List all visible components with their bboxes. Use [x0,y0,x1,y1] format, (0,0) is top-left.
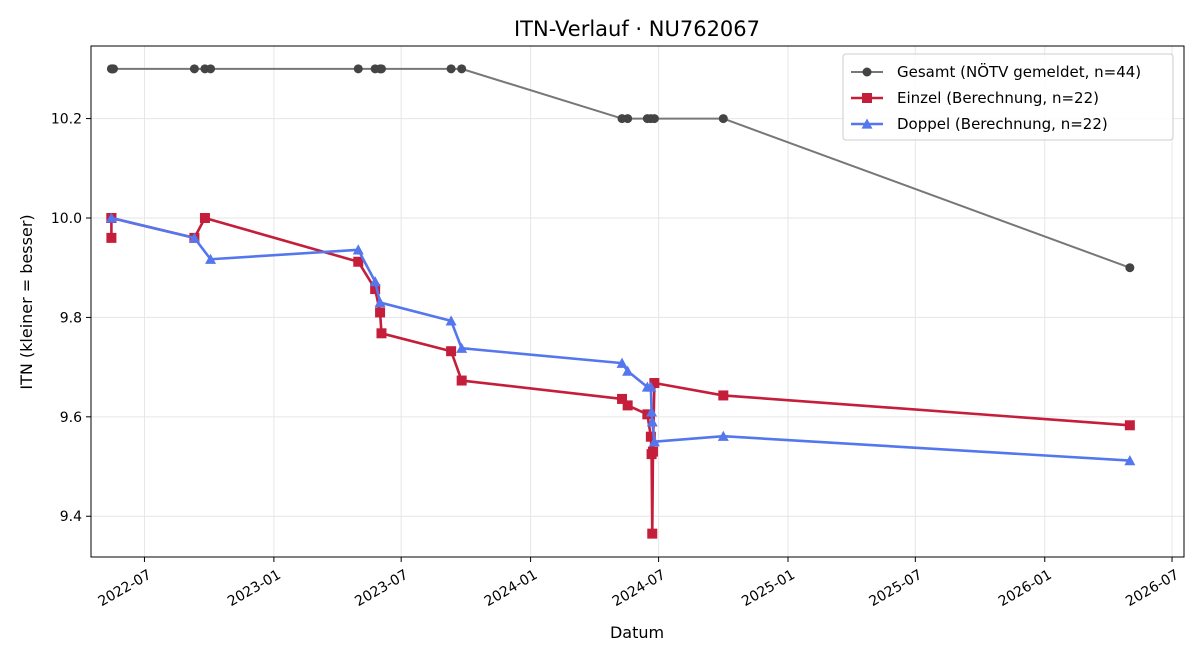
plot-frame [90,45,1185,558]
legend-swatch-marker [862,67,872,77]
data-point-doppel [646,416,658,427]
data-point-einzel [376,328,387,339]
data-point-doppel [188,232,200,243]
legend-label: Gesamt (NÖTV gemeldet, n=44) [897,62,1141,81]
data-point-einzel [370,284,381,295]
data-point-doppel [717,430,729,441]
legend-entry-einzel: Einzel (Berechnung, n=22) [851,89,1099,107]
data-point-gesamt [649,114,659,124]
data-point-gesamt [206,64,216,74]
data-point-gesamt [189,64,199,74]
y-tick-label: 9.4 [60,509,82,525]
chart-title: ITN-Verlauf · NU762067 [514,17,760,41]
data-point-doppel [445,315,457,326]
y-tick-label: 10.0 [51,211,82,227]
data-point-einzel [106,232,117,243]
data-point-gesamt [1125,263,1135,273]
data-point-doppel [374,296,386,308]
data-point-einzel [446,346,457,357]
legend-entry-gesamt: Gesamt (NÖTV gemeldet, n=44) [851,62,1141,81]
data-point-doppel [1124,455,1136,466]
data-point-gesamt [376,64,386,74]
data-point-einzel [1124,420,1135,431]
data-point-einzel [718,390,729,401]
legend: Gesamt (NÖTV gemeldet, n=44) Einzel (Bere… [842,53,1174,141]
series-doppel [105,212,1136,466]
data-point-gesamt [446,64,456,74]
data-point-einzel [649,378,660,389]
legend-swatch-marker [862,93,872,103]
legend-label: Doppel (Berechnung, n=22) [897,115,1108,133]
data-point-gesamt [718,114,728,124]
data-point-einzel [375,307,386,318]
legend-entry-doppel: Doppel (Berechnung, n=22) [851,115,1108,133]
data-point-einzel [645,431,656,442]
data-point-einzel [622,400,633,411]
x-axis-label: Datum [610,623,664,642]
data-point-gesamt [353,64,363,74]
y-tick-label: 9.8 [60,310,82,326]
data-point-einzel [647,528,658,539]
legend-box [842,53,1174,141]
series-layer [105,64,1136,539]
data-point-doppel [622,365,634,376]
data-point-einzel [647,446,658,457]
data-point-einzel [456,375,467,386]
data-point-doppel [369,276,381,287]
data-point-doppel [105,212,117,223]
data-point-gesamt [623,114,633,124]
data-point-doppel [646,406,658,417]
data-point-gesamt [457,64,467,74]
data-point-doppel [205,253,217,264]
data-point-doppel [456,342,468,353]
y-tick-label: 10.2 [51,112,82,128]
data-point-doppel [352,244,364,255]
data-point-gesamt [109,64,119,74]
data-point-einzel [353,256,364,267]
data-point-doppel [648,436,660,447]
legend-swatch-marker [861,118,873,129]
y-tick-label: 9.6 [60,410,82,426]
series-gesamt [106,64,1135,273]
data-point-doppel [645,381,657,392]
legend-label: Einzel (Berechnung, n=22) [897,89,1099,107]
data-point-einzel [617,393,628,404]
y-axis-label: ITN (kleiner = besser) [17,214,36,389]
data-point-doppel [616,357,628,368]
data-point-einzel [199,212,210,223]
